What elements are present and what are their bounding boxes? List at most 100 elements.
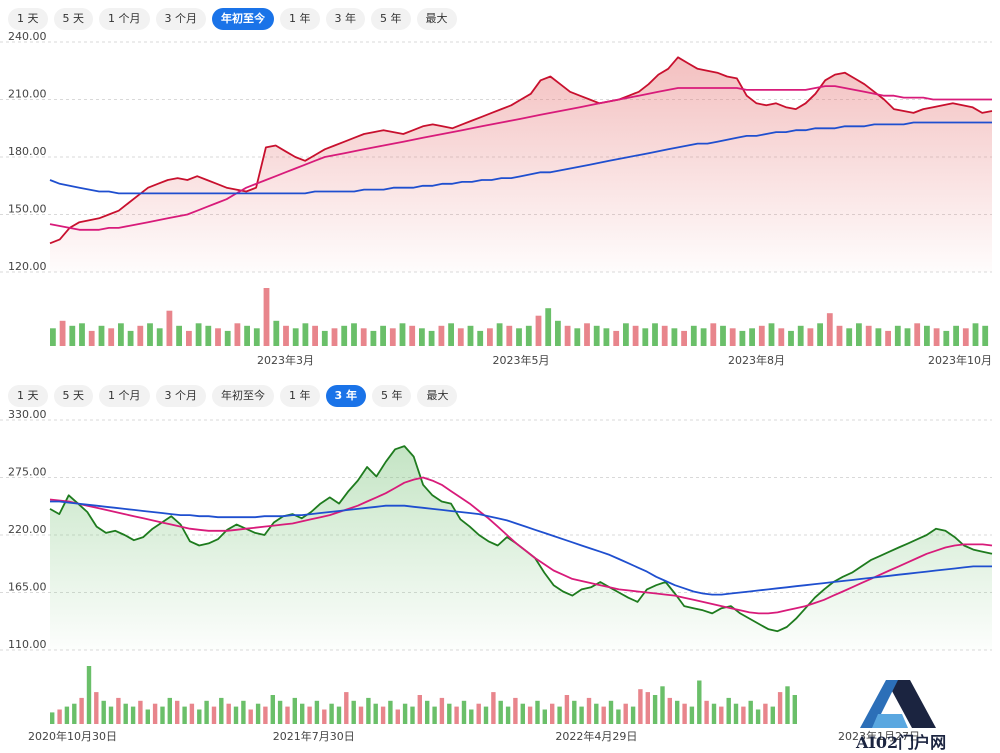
volume-bar	[807, 328, 814, 346]
volume-bar	[419, 328, 425, 346]
volume-bar	[741, 706, 746, 724]
volume-bar	[564, 325, 571, 346]
volume-bar	[410, 706, 415, 724]
y-tick-label: 240.00	[8, 30, 47, 43]
volume-bar	[366, 697, 371, 724]
y-tick-label: 275.00	[8, 466, 47, 479]
y-tick-label: 165.00	[8, 581, 47, 594]
tab-8[interactable]: 最大	[417, 385, 458, 407]
volume-bar	[331, 328, 338, 346]
volume-bar	[447, 703, 452, 724]
y-tick-label: 330.00	[8, 408, 47, 421]
volume-bar	[661, 325, 668, 346]
volume-bar	[719, 706, 724, 724]
x-tick-label: 2022年4月29日	[555, 729, 637, 743]
volume-bar	[182, 706, 187, 724]
volume-bar	[584, 323, 590, 346]
volume-bar	[329, 703, 334, 724]
volume-bar	[535, 315, 542, 346]
volume-bar	[215, 328, 221, 346]
x-tick-label: 2023年3月	[257, 353, 314, 367]
volume-bar	[689, 706, 695, 724]
volume-bar	[520, 703, 525, 724]
tab-0[interactable]: 1 天	[8, 8, 48, 30]
volume-bar	[603, 328, 610, 346]
tab-3[interactable]: 3 个月	[155, 385, 206, 407]
volume-bar	[205, 325, 212, 346]
tab-7[interactable]: 5 年	[371, 8, 411, 30]
y-tick-label: 220.00	[8, 523, 47, 536]
volume-bar	[197, 709, 202, 724]
volume-bar	[417, 695, 422, 724]
volume-bar	[704, 700, 709, 724]
volume-bar	[160, 706, 165, 724]
volume-bar	[755, 709, 761, 724]
tab-4[interactable]: 年初至今	[212, 8, 274, 30]
tab-5[interactable]: 1 年	[280, 8, 320, 30]
volume-bar	[972, 323, 979, 346]
volume-bar	[351, 700, 356, 724]
volume-bar	[64, 706, 70, 724]
volume-bar	[469, 709, 474, 724]
volume-bar	[79, 323, 85, 346]
volume-bar	[399, 323, 406, 346]
volume-bar	[768, 323, 775, 346]
volume-bar	[962, 328, 969, 346]
volume-bar	[152, 703, 158, 724]
volume-bar	[233, 706, 239, 724]
volume-bar	[175, 700, 180, 724]
volume-bar	[846, 328, 853, 346]
tab-8[interactable]: 最大	[416, 8, 457, 30]
x-tick-label: 2023年10月	[928, 353, 992, 367]
volume-bar	[875, 328, 882, 346]
tab-5[interactable]: 1 年	[280, 385, 320, 407]
volume-bar	[894, 325, 901, 346]
volume-bar	[226, 703, 231, 724]
volume-bar	[138, 700, 143, 724]
tab-6[interactable]: 3 年	[325, 8, 365, 30]
volume-bar	[344, 692, 349, 724]
volume-bar	[675, 700, 680, 724]
volume-bar	[402, 703, 408, 724]
volume-bar	[498, 700, 503, 724]
x-tick-label: 2023年8月	[728, 353, 785, 367]
volume-bar	[457, 328, 464, 346]
volume-bar	[94, 692, 99, 724]
volume-bar	[195, 323, 202, 346]
volume-bar	[380, 706, 386, 724]
volume-bar	[778, 328, 785, 346]
x-tick-label: 2023年5月	[493, 353, 550, 367]
volume-bar	[273, 320, 280, 346]
volume-bar	[312, 325, 318, 346]
y-tick-label: 120.00	[8, 260, 47, 273]
volume-bar	[697, 680, 702, 724]
volume-bar	[388, 700, 393, 724]
volume-bar	[579, 706, 584, 724]
volume-bar	[613, 330, 620, 346]
volume-bar	[788, 330, 794, 346]
volume-bar	[777, 692, 783, 724]
price-chart-ytd: 240.00 210.00 180.00 150.00 120.00 2023年3月 202…	[0, 30, 993, 367]
volume-bar	[593, 325, 600, 346]
volume-bar	[720, 325, 726, 346]
volume-bar	[147, 323, 153, 346]
tab-2[interactable]: 1 个月	[99, 8, 150, 30]
tab-6[interactable]: 3 年	[325, 385, 366, 407]
volume-bar	[72, 703, 77, 724]
tab-1[interactable]: 5 天	[53, 8, 93, 30]
volume-bar	[358, 706, 364, 724]
volume-bar	[351, 323, 357, 346]
tab-0[interactable]: 1 天	[8, 385, 48, 407]
volume-bar	[244, 325, 250, 346]
volume-bar	[130, 706, 136, 724]
volume-bar	[652, 695, 658, 724]
y-tick-label: 110.00	[8, 638, 47, 651]
volume-bar	[438, 325, 445, 346]
tab-2[interactable]: 1 个月	[99, 385, 150, 407]
volume-bar	[307, 706, 312, 724]
tab-4[interactable]: 年初至今	[212, 385, 274, 407]
tab-7[interactable]: 5 年	[371, 385, 412, 407]
tab-1[interactable]: 5 天	[53, 385, 93, 407]
tab-3[interactable]: 3 个月	[155, 8, 206, 30]
volume-bar	[638, 689, 643, 724]
